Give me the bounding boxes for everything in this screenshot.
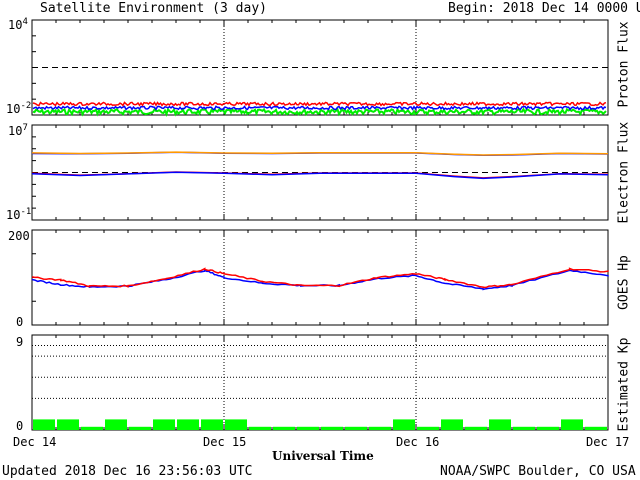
electron-flux-label: Electron Flux	[616, 121, 632, 224]
xtick-dec14: Dec 14	[13, 435, 57, 449]
electron-ytick-bottom: 10-1	[6, 207, 32, 222]
kp-bar	[513, 426, 535, 430]
kp-ytick-top: 9	[16, 335, 24, 349]
kp-bar	[153, 419, 175, 430]
panel-frame-3	[31, 334, 609, 431]
kp-bar	[393, 419, 415, 430]
kp-bar	[417, 426, 439, 430]
goes-hp-label: GOES Hp	[616, 255, 632, 310]
kp-bar	[441, 419, 463, 430]
proton-ytick-top: 104	[8, 17, 28, 32]
kp-bar	[537, 426, 559, 430]
kp-bar	[249, 426, 271, 430]
kp-ytick-bottom: 0	[16, 419, 24, 433]
kp-bar	[561, 419, 583, 430]
proton-ytick-bottom: 10-2	[6, 101, 32, 116]
xtick-dec17: Dec 17	[586, 435, 630, 449]
kp-bar	[105, 419, 127, 430]
credit-label: NOAA/SWPC Boulder, CO USA	[440, 464, 636, 479]
begin-label: Begin: 2018 Dec 14 0000 UTC	[448, 1, 640, 16]
hp-ytick-bottom: 0	[16, 315, 24, 329]
kp-bar	[81, 426, 103, 430]
kp-bar	[345, 426, 367, 430]
kp-bar	[273, 426, 295, 430]
chart-title: Satellite Environment (3 day)	[40, 1, 267, 16]
kp-bar	[321, 426, 343, 430]
hp-ytick-top: 200	[8, 229, 30, 243]
x-axis-label: Universal Time	[272, 449, 374, 463]
panel-frame-2	[31, 229, 609, 326]
electron-series-lower-blue	[31, 171, 609, 180]
hp-series-red	[31, 267, 609, 289]
kp-bar	[465, 426, 487, 430]
estimated-kp-label: Estimated Kp	[616, 337, 632, 432]
kp-bar	[369, 426, 391, 430]
panel-frame-0	[31, 19, 609, 116]
xtick-dec16: Dec 16	[396, 435, 440, 449]
updated-timestamp: Updated 2018 Dec 16 23:56:03 UTC	[2, 464, 253, 479]
electron-ytick-top: 107	[8, 123, 28, 138]
kp-bar	[33, 419, 55, 430]
xtick-dec15: Dec 15	[203, 435, 247, 449]
kp-bar	[177, 419, 199, 430]
kp-bar	[57, 419, 79, 430]
kp-bar	[489, 419, 511, 430]
kp-bar	[225, 419, 247, 430]
kp-bar	[129, 426, 151, 430]
proton-flux-label: Proton Flux	[616, 21, 632, 108]
kp-bar	[201, 419, 223, 430]
kp-bar	[585, 426, 607, 430]
proton-series-blue	[32, 105, 607, 111]
proton-series-green	[32, 107, 607, 117]
electron-series-upper-orange	[31, 151, 609, 156]
proton-series-red	[32, 101, 607, 107]
kp-bar	[297, 426, 319, 430]
